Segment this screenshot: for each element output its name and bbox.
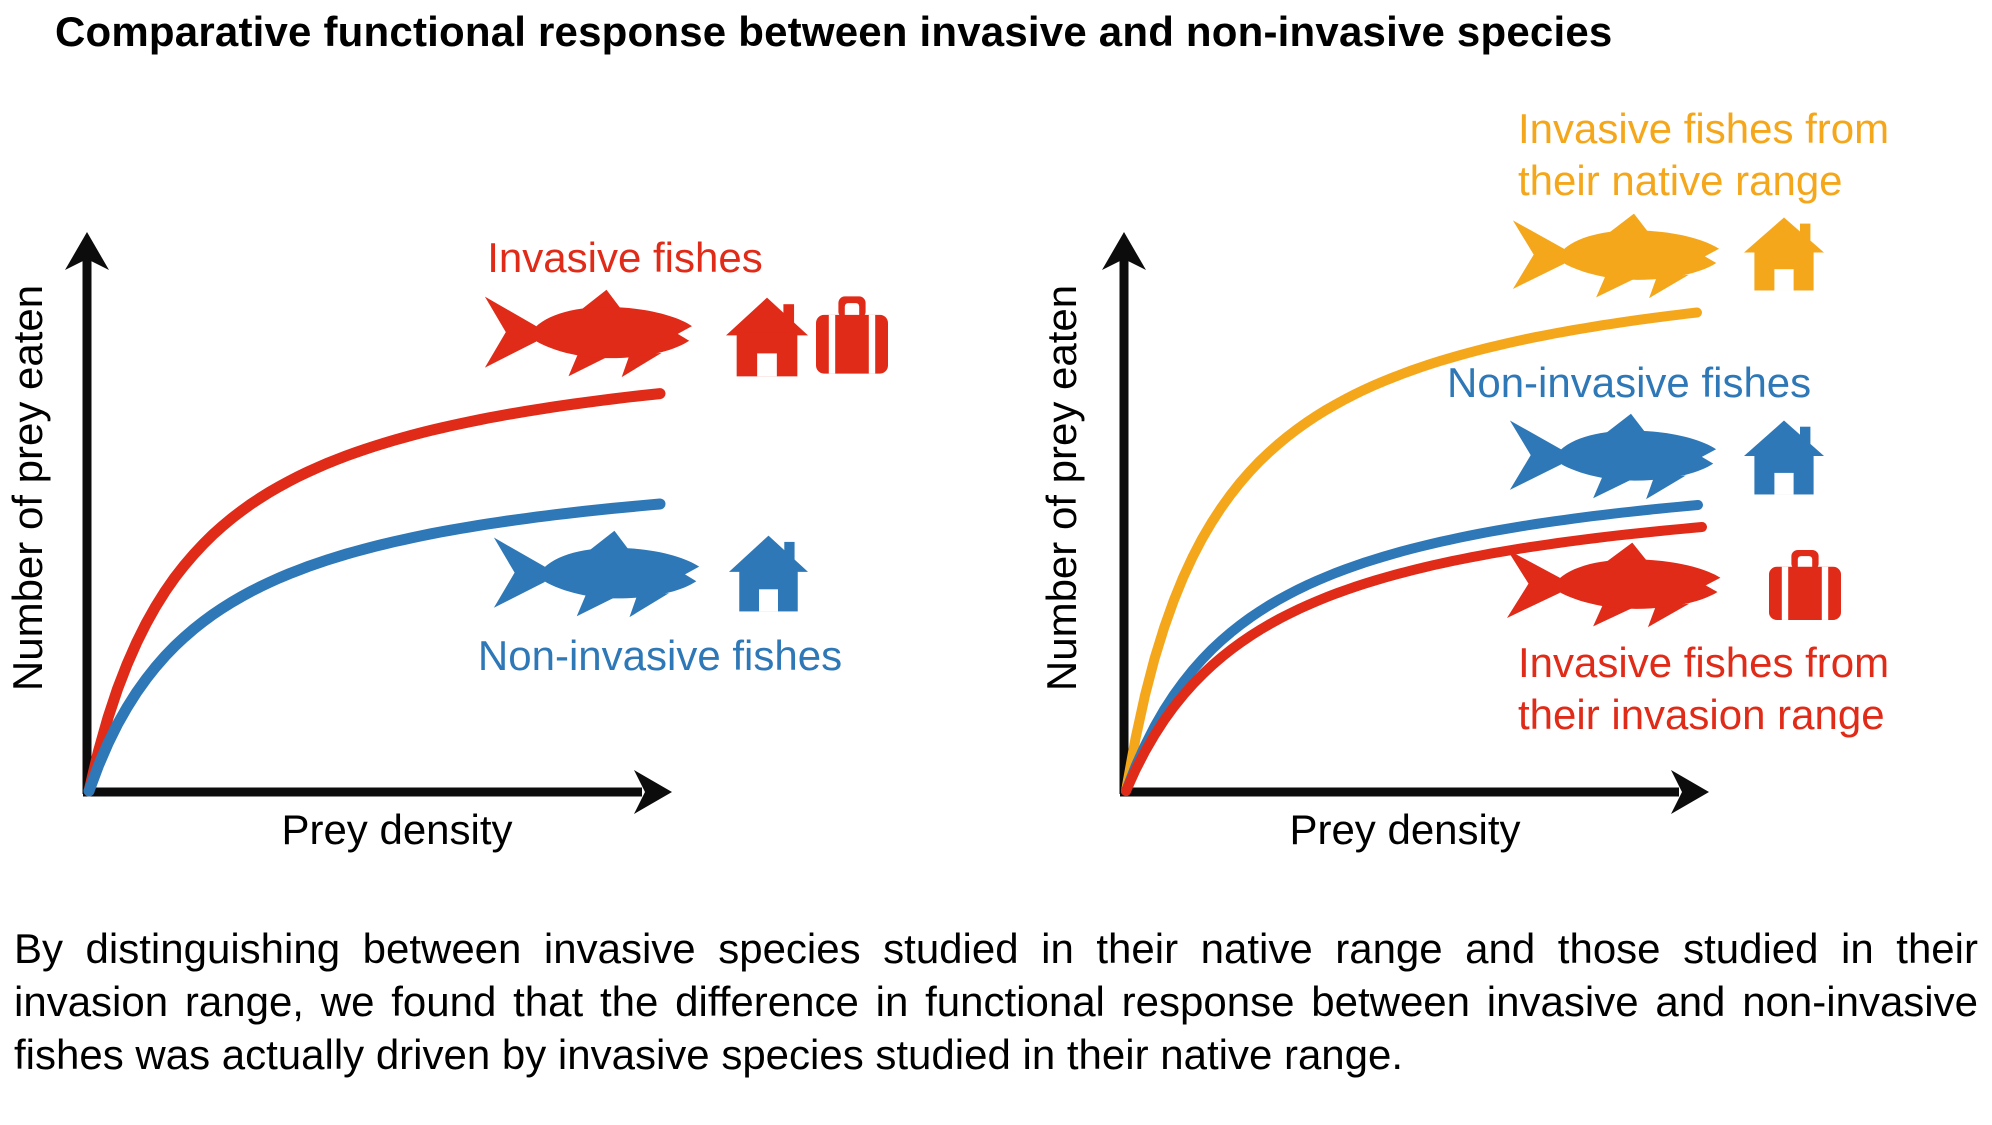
- fish-icon: [1511, 212, 1738, 299]
- label-non-invasive-fishes-left: Non-invasive fishes: [477, 632, 843, 679]
- fish-icon: [1508, 412, 1735, 500]
- left-y-arrow-icon: [65, 232, 109, 270]
- right-x-arrow-icon: [1671, 770, 1709, 814]
- caption: By distinguishing between invasive speci…: [14, 925, 1978, 1078]
- label-invasive-fishes-left: Invasive fishes: [487, 234, 763, 281]
- label-invasive-native-range: Invasive fishes from their native range: [1518, 103, 1889, 207]
- suitcase-icon: [1765, 547, 1845, 623]
- house-icon: [726, 296, 808, 378]
- fish-icon: [492, 529, 718, 618]
- suitcase-icon: [812, 293, 892, 377]
- axes: [82, 258, 1679, 797]
- figure-title: Comparative functional response between …: [55, 8, 1613, 55]
- x-axis-label-left: Prey density: [281, 806, 513, 853]
- curves-group: [83, 307, 1707, 797]
- curve-right-red: [1121, 522, 1707, 796]
- y-axis-label-right: Number of prey eaten: [1038, 284, 1085, 692]
- x-axis-label-right: Prey density: [1289, 806, 1521, 853]
- curve-left-red: [83, 388, 666, 797]
- house-icon: [1744, 216, 1824, 292]
- house-icon: [729, 534, 808, 613]
- axis-arrowheads: [65, 232, 1709, 814]
- fish-icon: [483, 288, 711, 378]
- label-line: Invasive fishes from: [1518, 105, 1890, 152]
- fish-icon: [1505, 541, 1740, 628]
- y-axis-label-left: Number of prey eaten: [4, 284, 51, 692]
- curve-right-yellow: [1121, 307, 1702, 796]
- curve-left-blue: [83, 498, 666, 797]
- left-x-arrow-icon: [634, 770, 672, 814]
- label-line: their native range: [1518, 157, 1843, 204]
- label-line: their invasion range: [1518, 691, 1885, 738]
- label-non-invasive-fishes-right: Non-invasive fishes: [1447, 359, 1812, 406]
- label-line: Invasive fishes from: [1518, 639, 1890, 686]
- curve-right-blue: [1121, 500, 1703, 796]
- house-icon: [1744, 419, 1824, 496]
- label-invasive-invasion-range: Invasive fishes from their invasion rang…: [1518, 637, 1889, 741]
- right-y-arrow-icon: [1102, 232, 1146, 270]
